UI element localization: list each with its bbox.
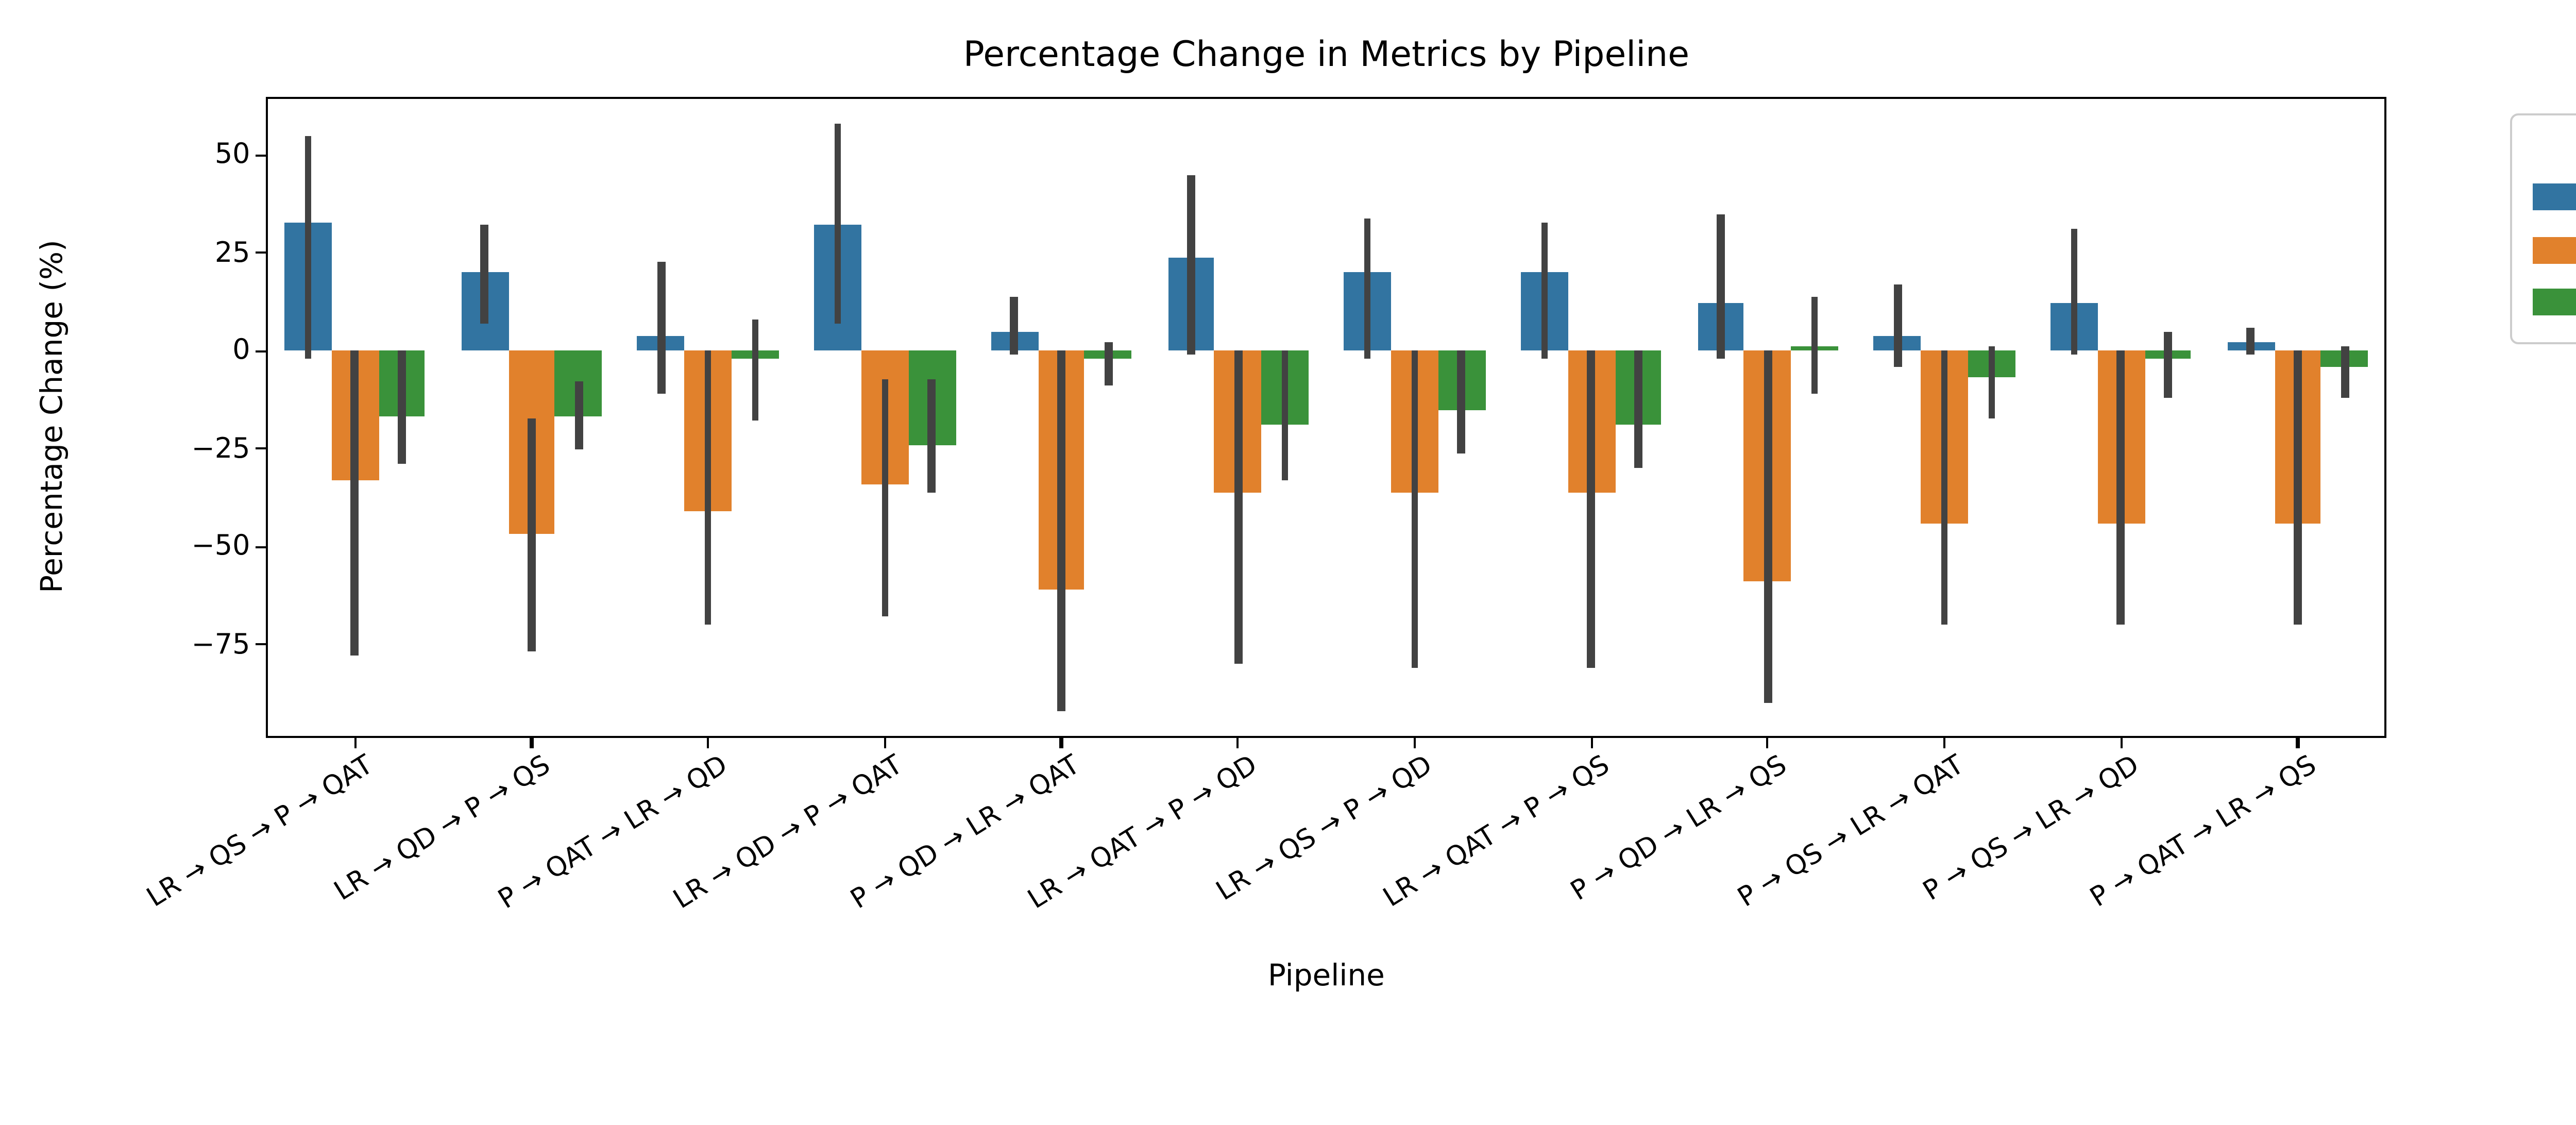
error-bar-%_change_throughput [1634,350,1642,468]
y-tick [255,643,267,646]
x-tick [1590,737,1592,748]
y-tick-label: −50 [191,530,250,563]
error-bar-%_change_size [2117,350,2125,625]
legend-item: %_change_latency [2533,171,2576,224]
error-bar-%_change_throughput [1988,347,1995,417]
x-tick [530,737,533,748]
y-tick-label: 50 [214,138,250,172]
error-bar-%_change_size [1764,350,1772,703]
error-bar-%_change_size [351,350,359,657]
y-tick-label: −75 [191,628,250,661]
legend: Metric %_change_latency%_change_size%_ch… [2510,113,2576,343]
x-tick [1767,737,1769,748]
legend-swatch [2533,237,2576,263]
error-bar-%_change_throughput [2341,347,2349,398]
error-bar-%_change_size [1587,350,1595,668]
error-bar-%_change_latency [1010,296,1019,355]
error-bar-%_change_latency [304,135,312,359]
x-tick [707,737,709,748]
y-tick [255,349,267,352]
y-tick-label: −25 [191,432,250,465]
error-bar-%_change_latency [1540,222,1548,359]
figure: Percentage Change in Metrics by Pipeline… [37,35,2576,994]
error-bar-%_change_throughput [751,320,759,422]
x-tick [353,737,357,748]
error-bar-%_change_latency [1893,284,1902,367]
x-tick [2120,737,2123,748]
error-bar-%_change_size [2294,350,2301,625]
error-bar-%_change_latency [2247,327,2255,355]
legend-item: %_change_size [2533,224,2576,276]
legend-swatch [2533,289,2576,316]
y-axis-label: Percentage Change (%) [37,240,70,593]
error-bar-%_change_throughput [2164,331,2172,398]
error-bar-%_change_latency [481,225,488,324]
error-bar-%_change_latency [1364,217,1371,359]
error-bar-%_change_latency [2070,229,2078,355]
y-tick [255,154,267,157]
y-tick [255,545,267,548]
error-bar-%_change_size [1058,350,1065,711]
error-bar-%_change_throughput [1458,350,1466,453]
x-tick [884,737,886,748]
error-bar-%_change_size [1234,350,1242,664]
error-bar-%_change_size [704,350,712,625]
error-bar-%_change_latency [1187,174,1195,355]
x-axis-label: Pipeline [1267,961,1385,994]
plot-area [266,96,2386,737]
legend-item: %_change_throughput [2533,276,2576,329]
error-bar-%_change_throughput [398,350,406,465]
error-bar-%_change_throughput [1811,296,1819,394]
error-bar-%_change_throughput [574,382,583,449]
y-tick-label: 0 [232,334,250,367]
x-tick [1236,737,1240,748]
x-tick [1060,737,1063,748]
legend-swatch [2533,184,2576,211]
y-tick [255,447,267,450]
legend-title: Metric [2533,126,2576,163]
y-tick-label: 25 [214,236,250,270]
x-tick [1943,737,1946,748]
x-tick [1413,737,1416,748]
error-bar-%_change_throughput [1105,343,1112,387]
error-bar-%_change_throughput [928,378,936,492]
error-bar-%_change_latency [834,124,842,324]
error-bar-%_change_throughput [1281,350,1289,480]
error-bar-%_change_latency [1717,213,1725,359]
chart-title: Percentage Change in Metrics by Pipeline [963,35,1690,76]
error-bar-%_change_latency [657,261,665,394]
error-bar-%_change_size [1411,350,1418,668]
x-tick [2296,737,2299,748]
error-bar-%_change_size [881,378,889,617]
legend-items: %_change_latency%_change_size%_change_th… [2533,171,2576,329]
error-bar-%_change_size [1941,350,1948,625]
error-bar-%_change_size [528,417,535,652]
y-tick [255,251,267,255]
